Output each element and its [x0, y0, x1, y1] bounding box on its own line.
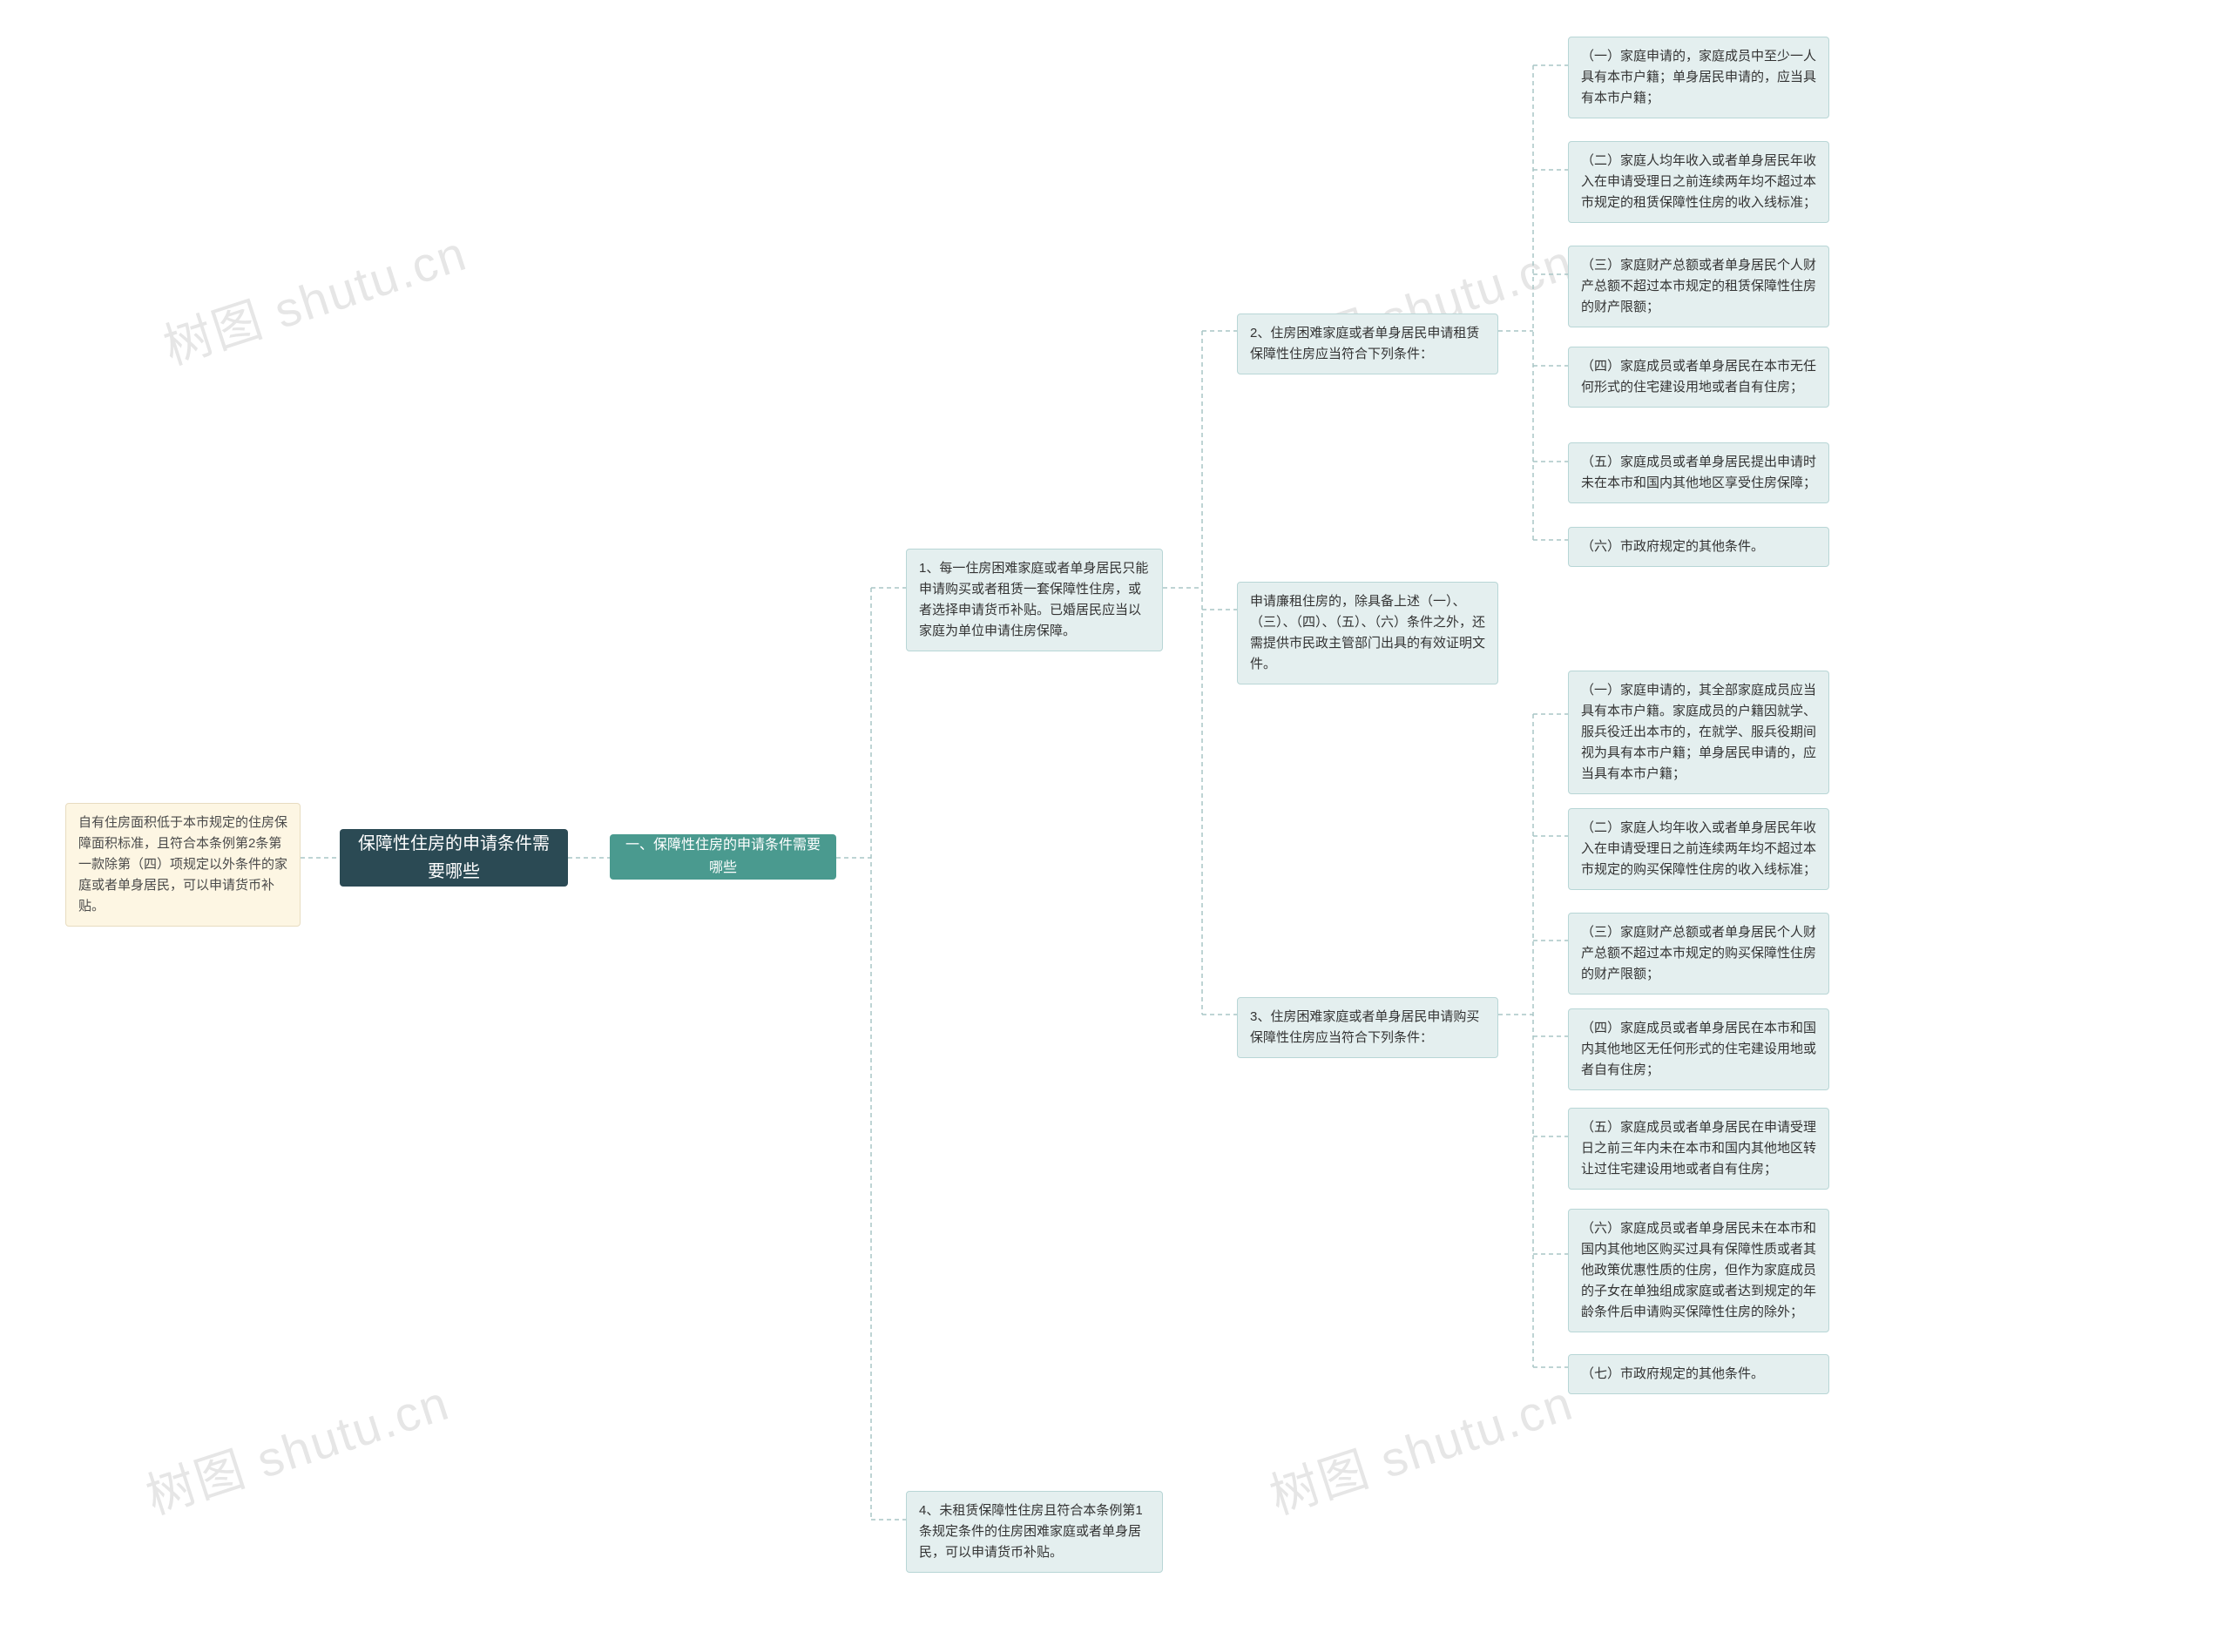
root-node: 保障性住房的申请条件需要哪些 — [340, 829, 568, 887]
g3-item-1-text: （一）家庭申请的，其全部家庭成员应当具有本市户籍。家庭成员的户籍因就学、服兵役迁… — [1581, 683, 1816, 781]
g3-item-7: （七）市政府规定的其他条件。 — [1568, 1354, 1829, 1394]
watermark: 树图 shutu.cn — [1260, 1364, 1581, 1528]
g3-item-2: （二）家庭人均年收入或者单身居民年收入在申请受理日之前连续两年均不超过本市规定的… — [1568, 808, 1829, 890]
g2-item-3: （三）家庭财产总额或者单身居民个人财产总额不超过本市规定的租赁保障性住房的财产限… — [1568, 246, 1829, 327]
g3-item-6: （六）家庭成员或者单身居民未在本市和国内其他地区购买过具有保障性质或者其他政策优… — [1568, 1209, 1829, 1332]
l3-node-3-text: 3、住房困难家庭或者单身居民申请购买保障性住房应当符合下列条件： — [1250, 1009, 1479, 1045]
left-note-text: 自有住房面积低于本市规定的住房保障面积标准，且符合本条例第2条第一款除第（四）项… — [78, 815, 287, 914]
g3-item-1: （一）家庭申请的，其全部家庭成员应当具有本市户籍。家庭成员的户籍因就学、服兵役迁… — [1568, 671, 1829, 794]
g2-item-1: （一）家庭申请的，家庭成员中至少一人具有本市户籍；单身居民申请的，应当具有本市户… — [1568, 37, 1829, 118]
g3-item-5: （五）家庭成员或者单身居民在申请受理日之前三年内未在本市和国内其他地区转让过住宅… — [1568, 1108, 1829, 1190]
g2-item-1-text: （一）家庭申请的，家庭成员中至少一人具有本市户籍；单身居民申请的，应当具有本市户… — [1581, 49, 1816, 105]
g2-item-4-text: （四）家庭成员或者单身居民在本市无任何形式的住宅建设用地或者自有住房； — [1581, 359, 1816, 394]
g3-item-2-text: （二）家庭人均年收入或者单身居民年收入在申请受理日之前连续两年均不超过本市规定的… — [1581, 820, 1816, 877]
g3-item-4: （四）家庭成员或者单身居民在本市和国内其他地区无任何形式的住宅建设用地或者自有住… — [1568, 1008, 1829, 1090]
l2-node-4-text: 4、未租赁保障性住房且符合本条例第1条规定条件的住房困难家庭或者单身居民，可以申… — [919, 1503, 1143, 1560]
l2-node-1-text: 1、每一住房困难家庭或者单身居民只能申请购买或者租赁一套保障性住房，或者选择申请… — [919, 561, 1148, 638]
g2-item-6-text: （六）市政府规定的其他条件。 — [1581, 539, 1764, 554]
g2-item-5: （五）家庭成员或者单身居民提出申请时未在本市和国内其他地区享受住房保障； — [1568, 442, 1829, 503]
l3-node-2: 2、住房困难家庭或者单身居民申请租赁保障性住房应当符合下列条件： — [1237, 314, 1498, 374]
l2-node-1: 1、每一住房困难家庭或者单身居民只能申请购买或者租赁一套保障性住房，或者选择申请… — [906, 549, 1163, 651]
connectors — [0, 0, 2230, 1652]
g3-item-5-text: （五）家庭成员或者单身居民在申请受理日之前三年内未在本市和国内其他地区转让过住宅… — [1581, 1120, 1816, 1177]
l3-node-2-text: 2、住房困难家庭或者单身居民申请租赁保障性住房应当符合下列条件： — [1250, 326, 1479, 361]
g2-item-5-text: （五）家庭成员或者单身居民提出申请时未在本市和国内其他地区享受住房保障； — [1581, 455, 1816, 490]
g3-item-3: （三）家庭财产总额或者单身居民个人财产总额不超过本市规定的购买保障性住房的财产限… — [1568, 913, 1829, 995]
g2-item-3-text: （三）家庭财产总额或者单身居民个人财产总额不超过本市规定的租赁保障性住房的财产限… — [1581, 258, 1816, 314]
g2-item-4: （四）家庭成员或者单身居民在本市无任何形式的住宅建设用地或者自有住房； — [1568, 347, 1829, 408]
left-note-node: 自有住房面积低于本市规定的住房保障面积标准，且符合本条例第2条第一款除第（四）项… — [65, 803, 301, 927]
g3-item-4-text: （四）家庭成员或者单身居民在本市和国内其他地区无任何形式的住宅建设用地或者自有住… — [1581, 1021, 1816, 1077]
g2-item-2: （二）家庭人均年收入或者单身居民年收入在申请受理日之前连续两年均不超过本市规定的… — [1568, 141, 1829, 223]
g2-item-2-text: （二）家庭人均年收入或者单身居民年收入在申请受理日之前连续两年均不超过本市规定的… — [1581, 153, 1816, 210]
watermark: 树图 shutu.cn — [136, 1364, 457, 1528]
g3-item-6-text: （六）家庭成员或者单身居民未在本市和国内其他地区购买过具有保障性质或者其他政策优… — [1581, 1221, 1816, 1319]
root-text: 保障性住房的申请条件需要哪些 — [355, 830, 552, 886]
l3-node-3: 3、住房困难家庭或者单身居民申请购买保障性住房应当符合下列条件： — [1237, 997, 1498, 1058]
g3-item-3-text: （三）家庭财产总额或者单身居民个人财产总额不超过本市规定的购买保障性住房的财产限… — [1581, 925, 1816, 981]
g3-item-7-text: （七）市政府规定的其他条件。 — [1581, 1366, 1764, 1381]
section-text: 一、保障性住房的申请条件需要哪些 — [622, 834, 824, 879]
l2-node-4: 4、未租赁保障性住房且符合本条例第1条规定条件的住房困难家庭或者单身居民，可以申… — [906, 1491, 1163, 1573]
g2-item-6: （六）市政府规定的其他条件。 — [1568, 527, 1829, 567]
l3-note: 申请廉租住房的，除具备上述（一）、（三）、（四）、（五）、（六）条件之外，还需提… — [1237, 582, 1498, 684]
l3-note-text: 申请廉租住房的，除具备上述（一）、（三）、（四）、（五）、（六）条件之外，还需提… — [1250, 594, 1485, 671]
section-node: 一、保障性住房的申请条件需要哪些 — [610, 834, 836, 880]
watermark: 树图 shutu.cn — [153, 214, 475, 379]
